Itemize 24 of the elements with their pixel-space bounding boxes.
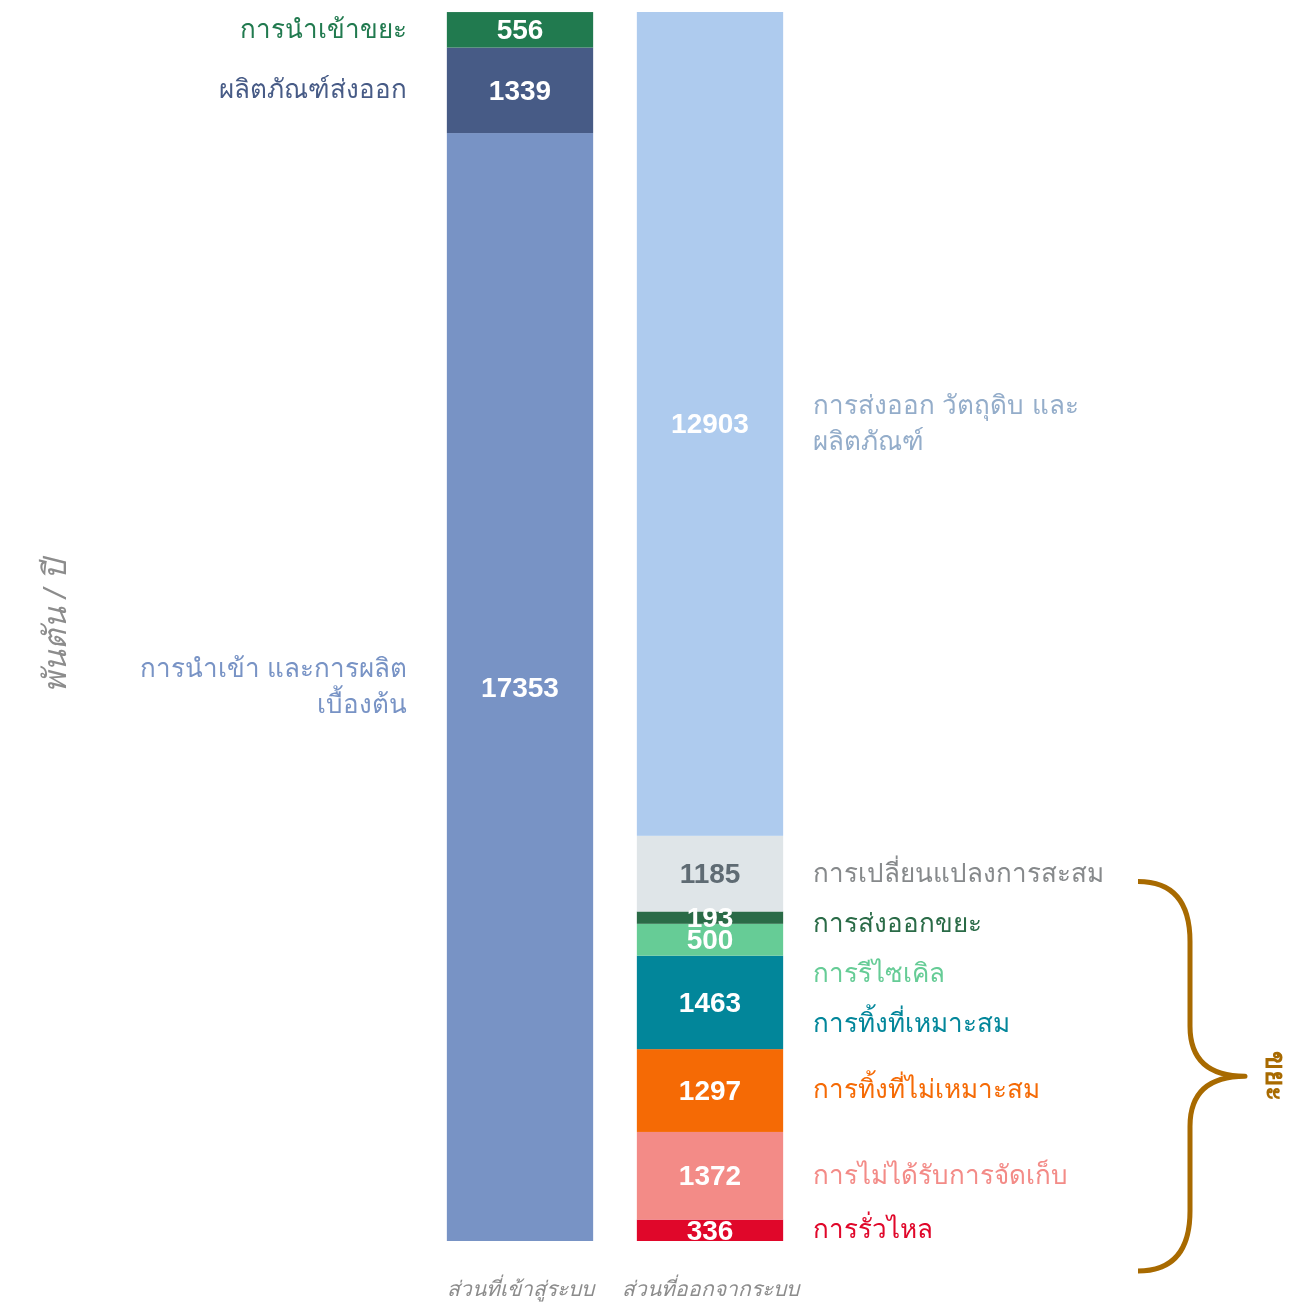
series-label: การส่งออก วัตถุดิบ และ ผลิตภัณฑ์ [813,389,1079,456]
text: พันตัน / ปี [37,555,73,693]
series-label: การทิ้งที่ไม่เหมาะสม [813,1070,1041,1105]
data-label: 556 [496,14,544,46]
series-label: การนำเข้าขยะ [239,13,407,44]
series-label: การเปลี่ยนแปลงการสะสม [813,854,1105,888]
series-label: การรีไซเคิล [813,957,946,988]
series-label: การส่งออกขยะ [813,907,983,938]
data-label: 1372 [678,1160,742,1192]
series-label: ผลิตภัณฑ์ส่งออก [218,74,407,105]
data-label: 12903 [671,408,749,440]
data-label: 1339 [488,74,552,106]
series-label: การนำเข้า และการผลิต เบื้องต้น [139,652,407,719]
x-tick-label: ส่วนที่ออกจากระบบ [621,1274,801,1300]
data-label: 1185 [679,858,741,890]
data-label: 17353 [481,671,559,703]
series-label: การทิ้งที่เหมาะสม [813,1003,1011,1038]
data-label: 336 [686,1214,734,1246]
data-label: 1297 [678,1075,742,1107]
series-label: การรั่วไหล [813,1211,934,1245]
text: ขยะ [1259,1051,1291,1102]
data-label: 1463 [678,986,742,1018]
x-tick-label: ส่วนที่เข้าสู่ระบบ [446,1274,596,1302]
series-label: การไม่ได้รับการจัดเก็บ [813,1158,1069,1190]
